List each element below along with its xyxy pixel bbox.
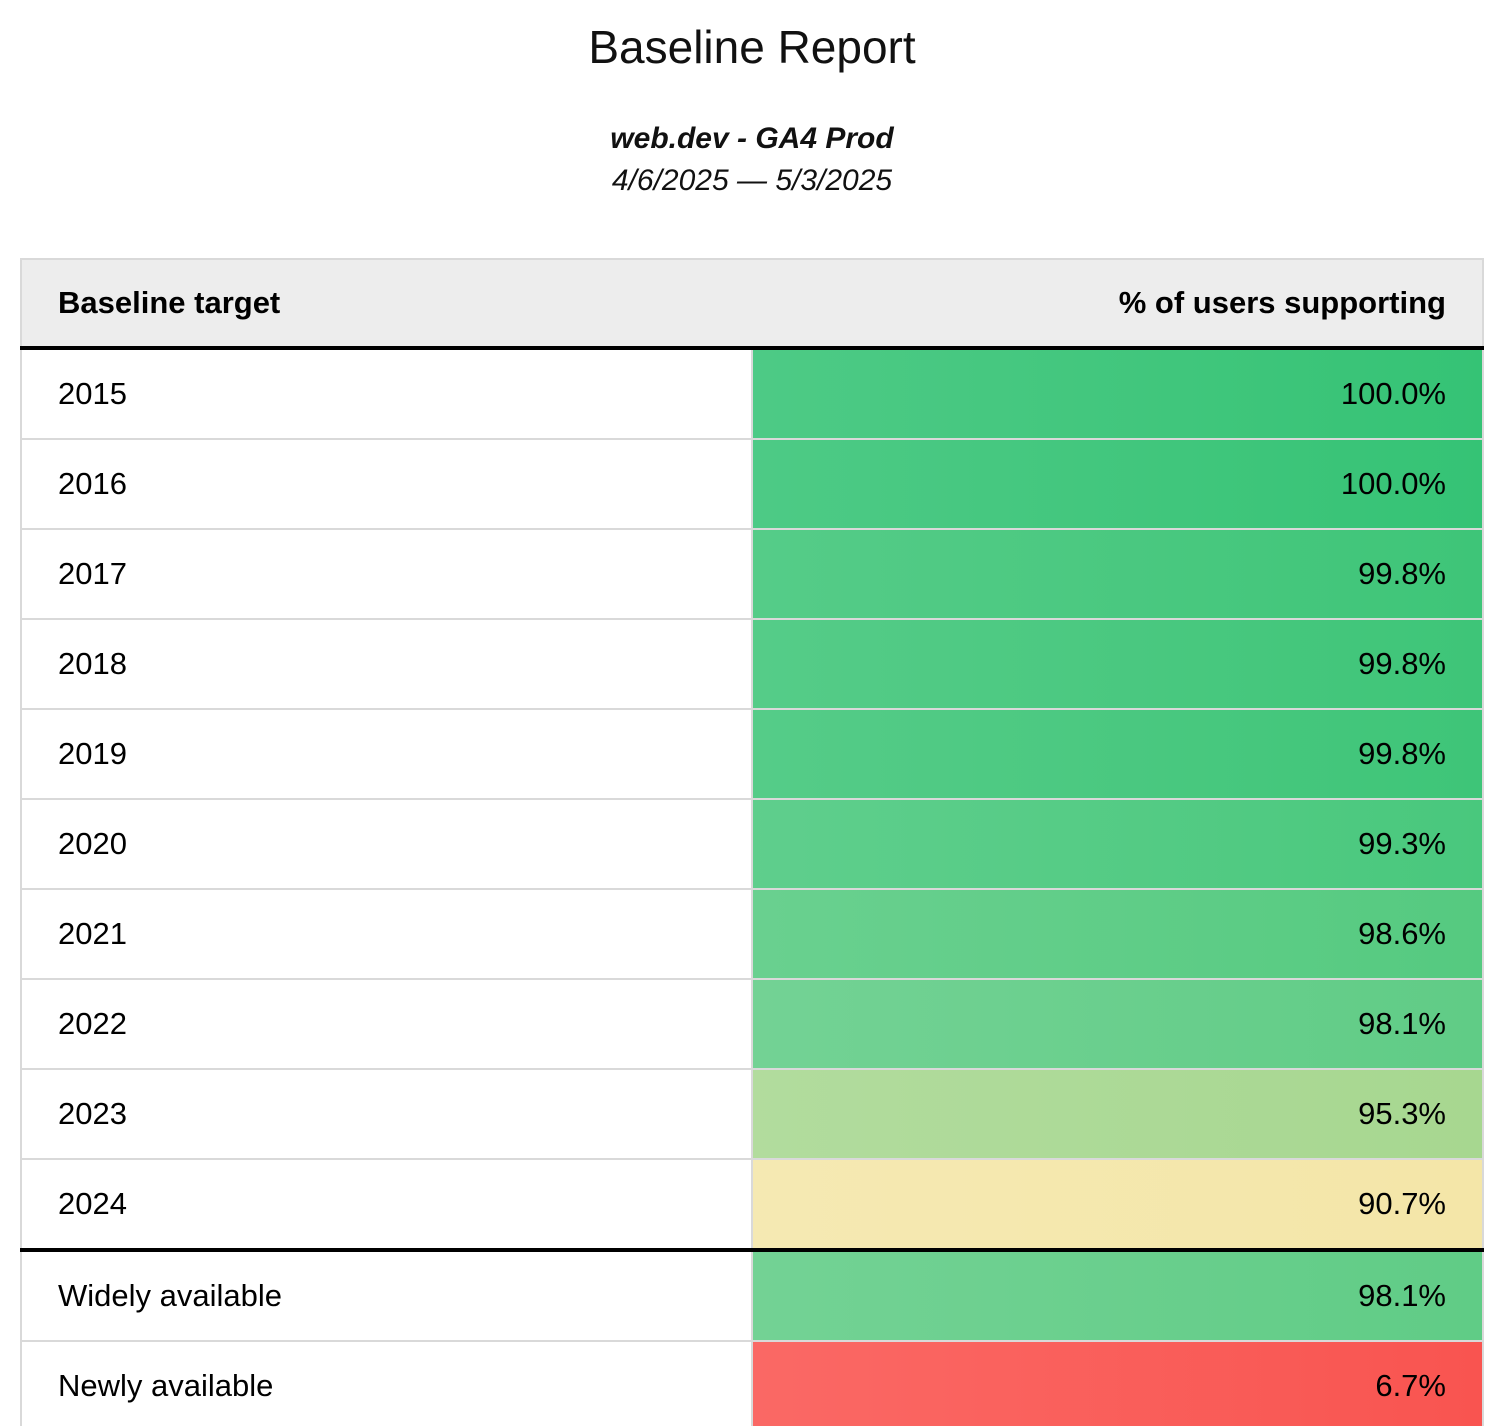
row-value-cell: 90.7% bbox=[752, 1158, 1483, 1250]
table-header: Baseline target % of users supporting bbox=[21, 259, 1483, 350]
row-label-cell: 2017 bbox=[21, 528, 753, 619]
row-label-cell: Widely available bbox=[21, 1248, 753, 1341]
table-row: 2018 99.8% bbox=[21, 618, 1483, 709]
row-value-cell: 95.3% bbox=[752, 1068, 1483, 1159]
row-value-cell: 99.3% bbox=[752, 798, 1483, 889]
table-row: 2016 100.0% bbox=[21, 438, 1483, 529]
row-value-cell: 100.0% bbox=[752, 348, 1483, 439]
row-label-cell: 2018 bbox=[21, 618, 753, 709]
table-row: 2022 98.1% bbox=[21, 978, 1483, 1069]
row-label-cell: 2015 bbox=[21, 348, 753, 439]
table-row: 2015 100.0% bbox=[21, 348, 1483, 439]
row-value-cell: 98.6% bbox=[752, 888, 1483, 979]
year-rows: 2015 100.0% 2016 100.0% 2017 99.8% 2018 … bbox=[21, 348, 1483, 1250]
table-row: Newly available 6.7% bbox=[21, 1340, 1483, 1426]
row-value-cell: 6.7% bbox=[752, 1340, 1483, 1426]
report-property: web.dev - GA4 Prod bbox=[610, 122, 894, 155]
row-label-cell: 2019 bbox=[21, 708, 753, 799]
row-value-cell: 98.1% bbox=[752, 1248, 1483, 1341]
report-date-range: 4/6/2025 — 5/3/2025 bbox=[611, 164, 893, 197]
baseline-table: Baseline target % of users supporting 20… bbox=[20, 258, 1484, 1426]
page-title: Baseline Report bbox=[588, 21, 916, 73]
row-label-cell: 2021 bbox=[21, 888, 753, 979]
table-row: 2019 99.8% bbox=[21, 708, 1483, 799]
baseline-target-header: Baseline target bbox=[21, 259, 752, 350]
row-label-cell: Newly available bbox=[21, 1340, 753, 1426]
header-row: Baseline target % of users supporting bbox=[21, 259, 1483, 350]
row-label-cell: 2020 bbox=[21, 798, 753, 889]
row-value-cell: 99.8% bbox=[752, 618, 1483, 709]
row-value-cell: 100.0% bbox=[752, 438, 1483, 529]
table-row: 2023 95.3% bbox=[21, 1068, 1483, 1159]
users-supporting-header: % of users supporting bbox=[752, 259, 1483, 350]
availability-rows: Widely available 98.1% Newly available 6… bbox=[21, 1248, 1483, 1426]
row-label-cell: 2024 bbox=[21, 1158, 753, 1250]
row-value-cell: 99.8% bbox=[752, 528, 1483, 619]
table-row: 2024 90.7% bbox=[21, 1158, 1483, 1250]
table-row: 2020 99.3% bbox=[21, 798, 1483, 889]
table-row: Widely available 98.1% bbox=[21, 1248, 1483, 1341]
row-value-cell: 98.1% bbox=[752, 978, 1483, 1069]
row-label-cell: 2016 bbox=[21, 438, 753, 529]
table-row: 2017 99.8% bbox=[21, 528, 1483, 619]
table-row: 2021 98.6% bbox=[21, 888, 1483, 979]
row-value-cell: 99.8% bbox=[752, 708, 1483, 799]
row-label-cell: 2022 bbox=[21, 978, 753, 1069]
row-label-cell: 2023 bbox=[21, 1068, 753, 1159]
